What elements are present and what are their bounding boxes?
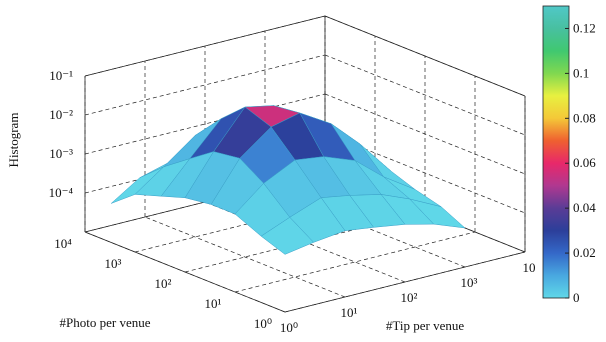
colorbar-tick-label: 0.08: [573, 110, 596, 125]
colorbar-tick-label: 0.02: [573, 245, 596, 260]
z-grid-line: [324, 15, 526, 97]
y-tick-label: 10³: [105, 256, 122, 271]
colorbar-tick-label: 0.06: [573, 155, 596, 170]
y-tick-label: 10⁰: [254, 316, 272, 331]
x-tick-label: 10¹: [341, 305, 358, 320]
x-tick-label: 10³: [461, 275, 478, 290]
colorbar: [542, 5, 570, 299]
z-tick-label: 10⁻²: [49, 107, 73, 122]
z-grid-line: [84, 93, 326, 155]
colorbar-tick-label: 0.04: [573, 200, 596, 215]
x-tick-label: 10²: [401, 290, 418, 305]
z-axis-label: Histogram: [6, 113, 21, 168]
colorbar-tick-label: 0.1: [573, 65, 589, 80]
x-tick-label: 10⁰: [280, 320, 298, 335]
z-tick-label: 10⁻³: [49, 146, 73, 161]
z-grid-line: [324, 54, 526, 136]
y-grid-line: [234, 231, 476, 293]
y-tick-label: 10⁴: [54, 236, 72, 251]
surface-patch: [260, 216, 315, 255]
z-tick-label: 10⁻⁴: [49, 185, 74, 200]
colorbar-tick-label: 0: [573, 290, 580, 305]
z-grid-line: [84, 54, 326, 116]
z-grid-line: [324, 93, 526, 175]
y-tick-label: 10²: [155, 276, 172, 291]
x-axis-label: #Tip per venue: [386, 318, 464, 333]
x-grid-line: [144, 216, 346, 298]
x-tick-label: 10: [523, 260, 536, 275]
colorbar-tick-label: 0.12: [573, 20, 596, 35]
z-tick-label: 10⁻¹: [49, 68, 73, 83]
y-tick-label: 10¹: [205, 296, 222, 311]
y-axis-label: #Photo per venue: [60, 315, 151, 330]
y-grid-line: [284, 251, 526, 313]
z-grid-line: [84, 15, 326, 77]
